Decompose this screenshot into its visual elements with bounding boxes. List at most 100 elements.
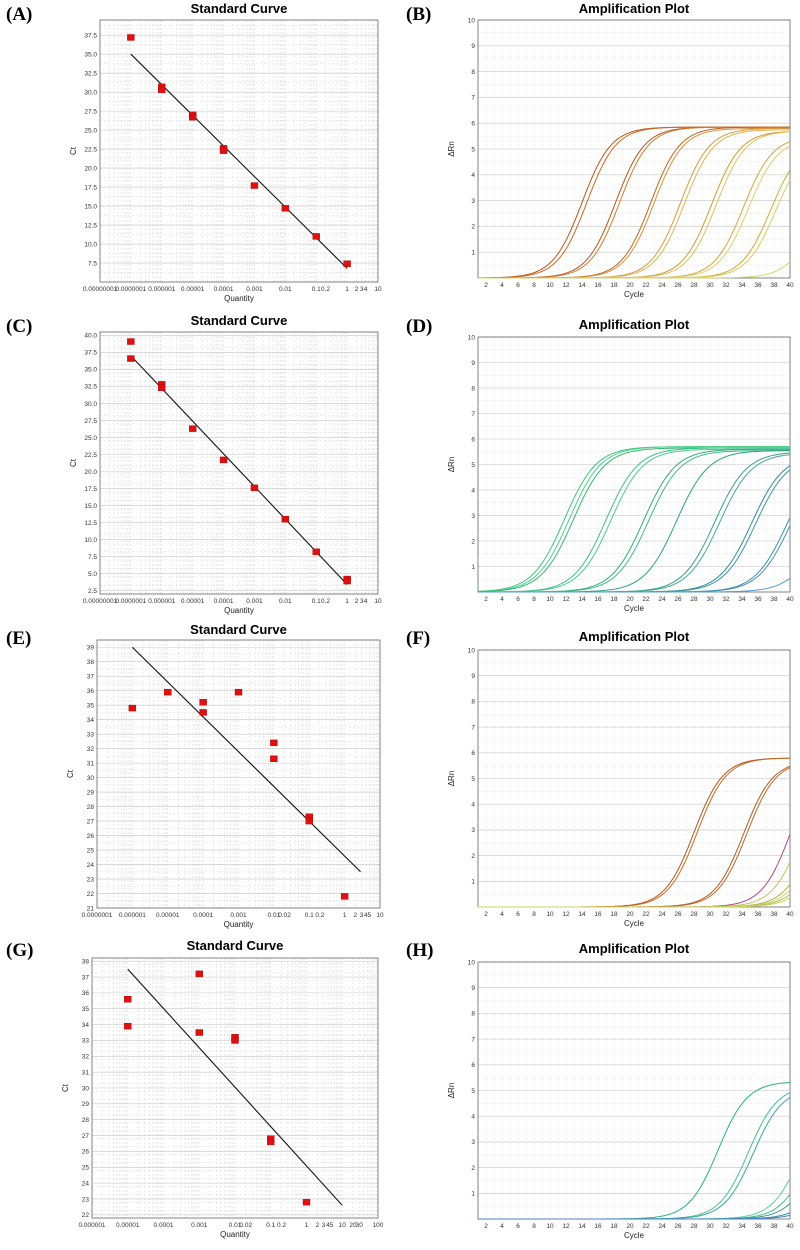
x-tick-label: 0.001 (191, 1222, 208, 1229)
y-tick-label: 10 (468, 959, 476, 966)
x-tick-label: 30 (356, 1222, 364, 1229)
x-tick-label: 0.000001 (119, 912, 146, 919)
y-tick-label: 9 (471, 360, 475, 367)
x-tick-label: 2 (484, 282, 488, 289)
x-tick-label: 32 (722, 596, 730, 603)
x-tick-label: 0.1 (305, 912, 314, 919)
data-point (312, 233, 320, 240)
x-tick-label: 0.01 (229, 1222, 242, 1229)
x-tick-label: 4 (364, 598, 368, 605)
x-tick-label: 1 (343, 912, 347, 919)
x-tick-label: 36 (754, 282, 762, 289)
chart-title: Amplification Plot (579, 317, 690, 332)
x-tick-label: 1 (345, 598, 349, 605)
y-axis-label: ΔRn (447, 771, 456, 787)
y-tick-label: 8 (471, 699, 475, 706)
y-tick-label: 33 (87, 731, 95, 738)
y-tick-label: 25.0 (84, 435, 97, 442)
x-tick-label: 0.2 (277, 1222, 286, 1229)
panel-label: (F) (406, 628, 431, 649)
y-axis-label: ΔRn (447, 141, 456, 157)
x-tick-label: 36 (754, 1223, 762, 1230)
x-tick-label: 0.2 (315, 912, 324, 919)
x-tick-label: 0.000001 (148, 286, 175, 293)
x-tick-label: 20 (626, 1223, 634, 1230)
panel-h: (H) Amplification Plot 1 2 3 4 5 6 7 8 9 10 2 4 6 8 10 1… (400, 936, 800, 1248)
x-tick-label: 0.0001 (193, 912, 213, 919)
x-tick-label: 0.00001 (116, 1222, 140, 1229)
data-point (250, 182, 259, 189)
y-tick-label: 12.5 (84, 222, 97, 229)
x-tick-label: 6 (516, 911, 520, 918)
x-tick-label: 0.01 (268, 912, 281, 919)
x-tick-label: 18 (610, 1223, 618, 1230)
y-tick-label: 3 (471, 513, 475, 520)
x-tick-label: 10 (546, 911, 554, 918)
x-tick-label: 20 (626, 282, 634, 289)
x-tick-label: 0.0001 (214, 286, 234, 293)
x-tick-label: 0.0001 (214, 598, 234, 605)
amplification-curve (477, 446, 790, 593)
x-tick-label: 12 (562, 911, 570, 918)
y-tick-label: 5.0 (88, 571, 97, 578)
y-tick-label: 3 (471, 1139, 475, 1146)
y-tick-label: 21 (87, 905, 95, 912)
x-tick-label: 4 (500, 911, 504, 918)
chart-title: Amplification Plot (579, 629, 690, 644)
y-tick-label: 30 (82, 1085, 90, 1092)
x-tick-label: 2 (353, 912, 357, 919)
x-tick-label: 40 (786, 911, 794, 918)
y-tick-label: 2 (471, 538, 475, 545)
x-tick-label: 16 (594, 596, 602, 603)
x-tick-label: 0.1 (312, 286, 321, 293)
y-tick-label: 35.0 (84, 367, 97, 374)
y-tick-label: 5 (471, 776, 475, 783)
y-tick-label: 6 (471, 121, 475, 128)
y-tick-label: 24 (82, 1180, 90, 1187)
y-tick-label: 25 (82, 1165, 90, 1172)
x-axis-label: Quantity (224, 606, 254, 615)
x-tick-label: 32 (722, 1223, 730, 1230)
y-tick-label: 22 (82, 1212, 90, 1219)
x-tick-label: 12 (562, 596, 570, 603)
x-tick-label: 18 (610, 596, 618, 603)
x-tick-label: 10 (546, 1223, 554, 1230)
y-tick-label: 9 (471, 43, 475, 50)
data-point (219, 147, 228, 154)
y-tick-label: 8 (471, 69, 475, 76)
data-point (234, 688, 243, 696)
y-tick-label: 32 (87, 746, 95, 753)
x-tick-label: 10 (546, 596, 554, 603)
y-tick-label: 30.0 (84, 89, 97, 96)
x-tick-label: 14 (578, 1223, 586, 1230)
y-tick-label: 17.5 (84, 184, 97, 191)
x-tick-label: 8 (532, 1223, 536, 1230)
y-tick-label: 37 (82, 974, 90, 981)
plot-area (100, 20, 378, 282)
y-tick-label: 26 (87, 833, 95, 840)
amplification-curve (478, 261, 791, 279)
x-tick-label: 8 (532, 282, 536, 289)
x-tick-label: 8 (532, 911, 536, 918)
amplification-curve (478, 1214, 791, 1220)
panel-f: (F) Amplification Plot 1 2 3 4 5 6 7 8 9 10 2 4 6 8 10 1… (400, 624, 800, 936)
y-tick-label: 22 (87, 891, 95, 898)
y-tick-label: 26 (82, 1149, 90, 1156)
y-tick-label: 9 (471, 673, 475, 680)
y-tick-label: 10.0 (84, 241, 97, 248)
y-tick-label: 30 (87, 775, 95, 782)
x-tick-label: 34 (738, 282, 746, 289)
x-axis-label: Cycle (624, 604, 645, 613)
panel-label: (E) (6, 628, 32, 649)
y-tick-label: 39 (87, 645, 95, 652)
x-tick-label: 22 (642, 282, 650, 289)
chart-title: Standard Curve (187, 938, 284, 953)
chart-title: Standard Curve (191, 1, 288, 16)
x-tick-label: 22 (642, 596, 650, 603)
x-tick-label: 0.02 (239, 1222, 252, 1229)
standard-curve-chart: Standard Curve22232425262728293031323334… (61, 938, 384, 1239)
data-point (312, 548, 320, 556)
x-tick-label: 26 (674, 1223, 682, 1230)
y-tick-label: 5 (471, 1088, 475, 1095)
y-tick-label: 27 (82, 1133, 90, 1140)
